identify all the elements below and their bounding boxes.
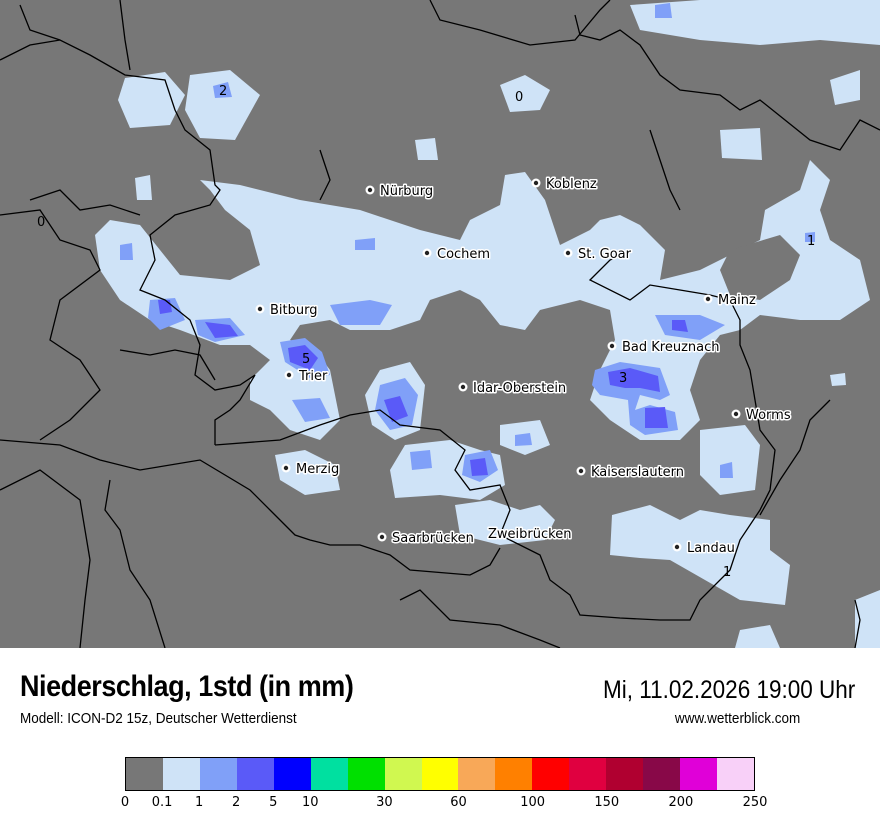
legend-swatch <box>495 758 533 790</box>
peak-label: 3 <box>619 371 627 386</box>
city-label: Idar-Oberstein <box>473 381 566 396</box>
legend-tick-label: 200 <box>668 795 694 810</box>
color-legend <box>125 757 755 791</box>
city-landau: Landau <box>672 540 736 558</box>
legend-tick-label: 150 <box>594 795 620 810</box>
city-label: Mainz <box>718 293 756 308</box>
city-koblenz: Koblenz <box>531 176 598 194</box>
city-merzig: Merzig <box>281 461 341 479</box>
city-dot-center <box>609 343 615 349</box>
city-label: Bad Kreuznach <box>622 340 720 355</box>
peak-label: 5 <box>302 352 310 367</box>
city-trier: Trier <box>284 368 329 386</box>
peak-label: 1 <box>807 234 815 249</box>
legend-swatch <box>606 758 644 790</box>
model-info: Modell: ICON-D2 15z, Deutscher Wetterdie… <box>20 710 297 727</box>
city-label: Worms <box>746 408 791 423</box>
legend-swatch <box>458 758 496 790</box>
city-cochem: Cochem <box>422 246 492 264</box>
legend-swatch <box>273 758 311 790</box>
precipitation-light <box>95 0 880 648</box>
legend-swatch <box>236 758 274 790</box>
city-label: Bitburg <box>270 303 318 318</box>
legend-swatch <box>680 758 717 790</box>
city-dot-center <box>460 384 466 390</box>
city-dot-center <box>257 306 263 312</box>
forecast-datetime: Mi, 11.02.2026 19:00 Uhr <box>602 676 855 704</box>
city-label: Landau <box>687 541 735 556</box>
legend-tick-label: 0.1 <box>151 795 173 810</box>
legend-swatch <box>126 758 163 790</box>
peak-label: 0 <box>515 90 523 105</box>
legend-swatch <box>717 758 754 790</box>
peak-label: 1 <box>723 565 731 580</box>
legend-tick-label: 2 <box>232 795 241 810</box>
city-dot-center <box>283 465 289 471</box>
legend-tick-label: 30 <box>376 795 393 810</box>
legend-swatch <box>162 758 200 790</box>
city-label: Merzig <box>296 462 339 477</box>
legend-tick-label: 250 <box>742 795 768 810</box>
city-label: Kaiserslautern <box>591 465 684 480</box>
city-label: Zweibrücken <box>488 527 571 542</box>
city-worms: Worms <box>731 407 792 425</box>
legend-tick-label: 10 <box>302 795 319 810</box>
legend-swatch <box>569 758 607 790</box>
legend-tick-label: 5 <box>269 795 278 810</box>
city-dot-center <box>379 534 385 540</box>
legend-tick-label: 100 <box>520 795 546 810</box>
legend-tick-label: 1 <box>194 795 204 810</box>
legend-swatch <box>310 758 348 790</box>
city-bad-kreuznach: Bad Kreuznach <box>607 339 721 357</box>
city-dot-center <box>367 187 373 193</box>
legend-swatch <box>384 758 422 790</box>
city-dot-center <box>733 411 739 417</box>
city-dot-center <box>533 180 539 186</box>
city-label: Saarbrücken <box>392 531 474 546</box>
legend-swatch <box>199 758 237 790</box>
peak-labels: 2 0 0 1 5 3 1 <box>37 84 815 580</box>
website-link[interactable]: www.wetterblick.com <box>674 710 800 727</box>
city-bitburg: Bitburg <box>255 302 319 320</box>
city-label: Trier <box>298 369 328 384</box>
city-mainz: Mainz <box>703 292 758 310</box>
legend-swatch <box>347 758 385 790</box>
city-zweibrücken: Zweibrücken <box>487 526 573 544</box>
legend-ticks: 0 0.1 1 2 5 10 30 60 100 150 200 250 <box>121 792 768 822</box>
city-label: Nürburg <box>380 184 433 199</box>
city-saarbrücken: Saarbrücken <box>377 530 475 548</box>
map-title: Niederschlag, 1std (in mm) <box>20 670 354 703</box>
legend-swatch <box>532 758 570 790</box>
city-dot-center <box>424 250 430 256</box>
city-markers: Nürburg Koblenz Cochem St. Goar Mainz Bitburg… <box>255 176 792 558</box>
precipitation-heavy <box>158 300 688 476</box>
city-label: Koblenz <box>546 177 597 192</box>
peak-label: 2 <box>219 84 227 99</box>
peak-label: 0 <box>37 215 45 230</box>
city-idar-oberstein: Idar-Oberstein <box>458 380 568 398</box>
city-label: St. Goar <box>578 247 632 262</box>
city-nürburg: Nürburg <box>365 183 435 201</box>
legend-tick-label: 0 <box>120 795 130 810</box>
city-dot-center <box>705 296 711 302</box>
city-dot-center <box>578 468 584 474</box>
city-dot-center <box>565 250 571 256</box>
city-label: Cochem <box>437 247 490 262</box>
borders <box>0 0 880 648</box>
city-st-goar: St. Goar <box>563 246 633 264</box>
legend-tick-label: 60 <box>450 795 467 810</box>
legend-swatch <box>421 758 459 790</box>
city-dot-center <box>286 372 292 378</box>
city-kaiserslautern: Kaiserslautern <box>576 464 686 482</box>
precipitation-map: 2 0 0 1 5 3 1 Nürburg Koblenz Cochem St. Go… <box>0 0 880 648</box>
legend-swatch <box>643 758 681 790</box>
city-dot-center <box>674 544 680 550</box>
